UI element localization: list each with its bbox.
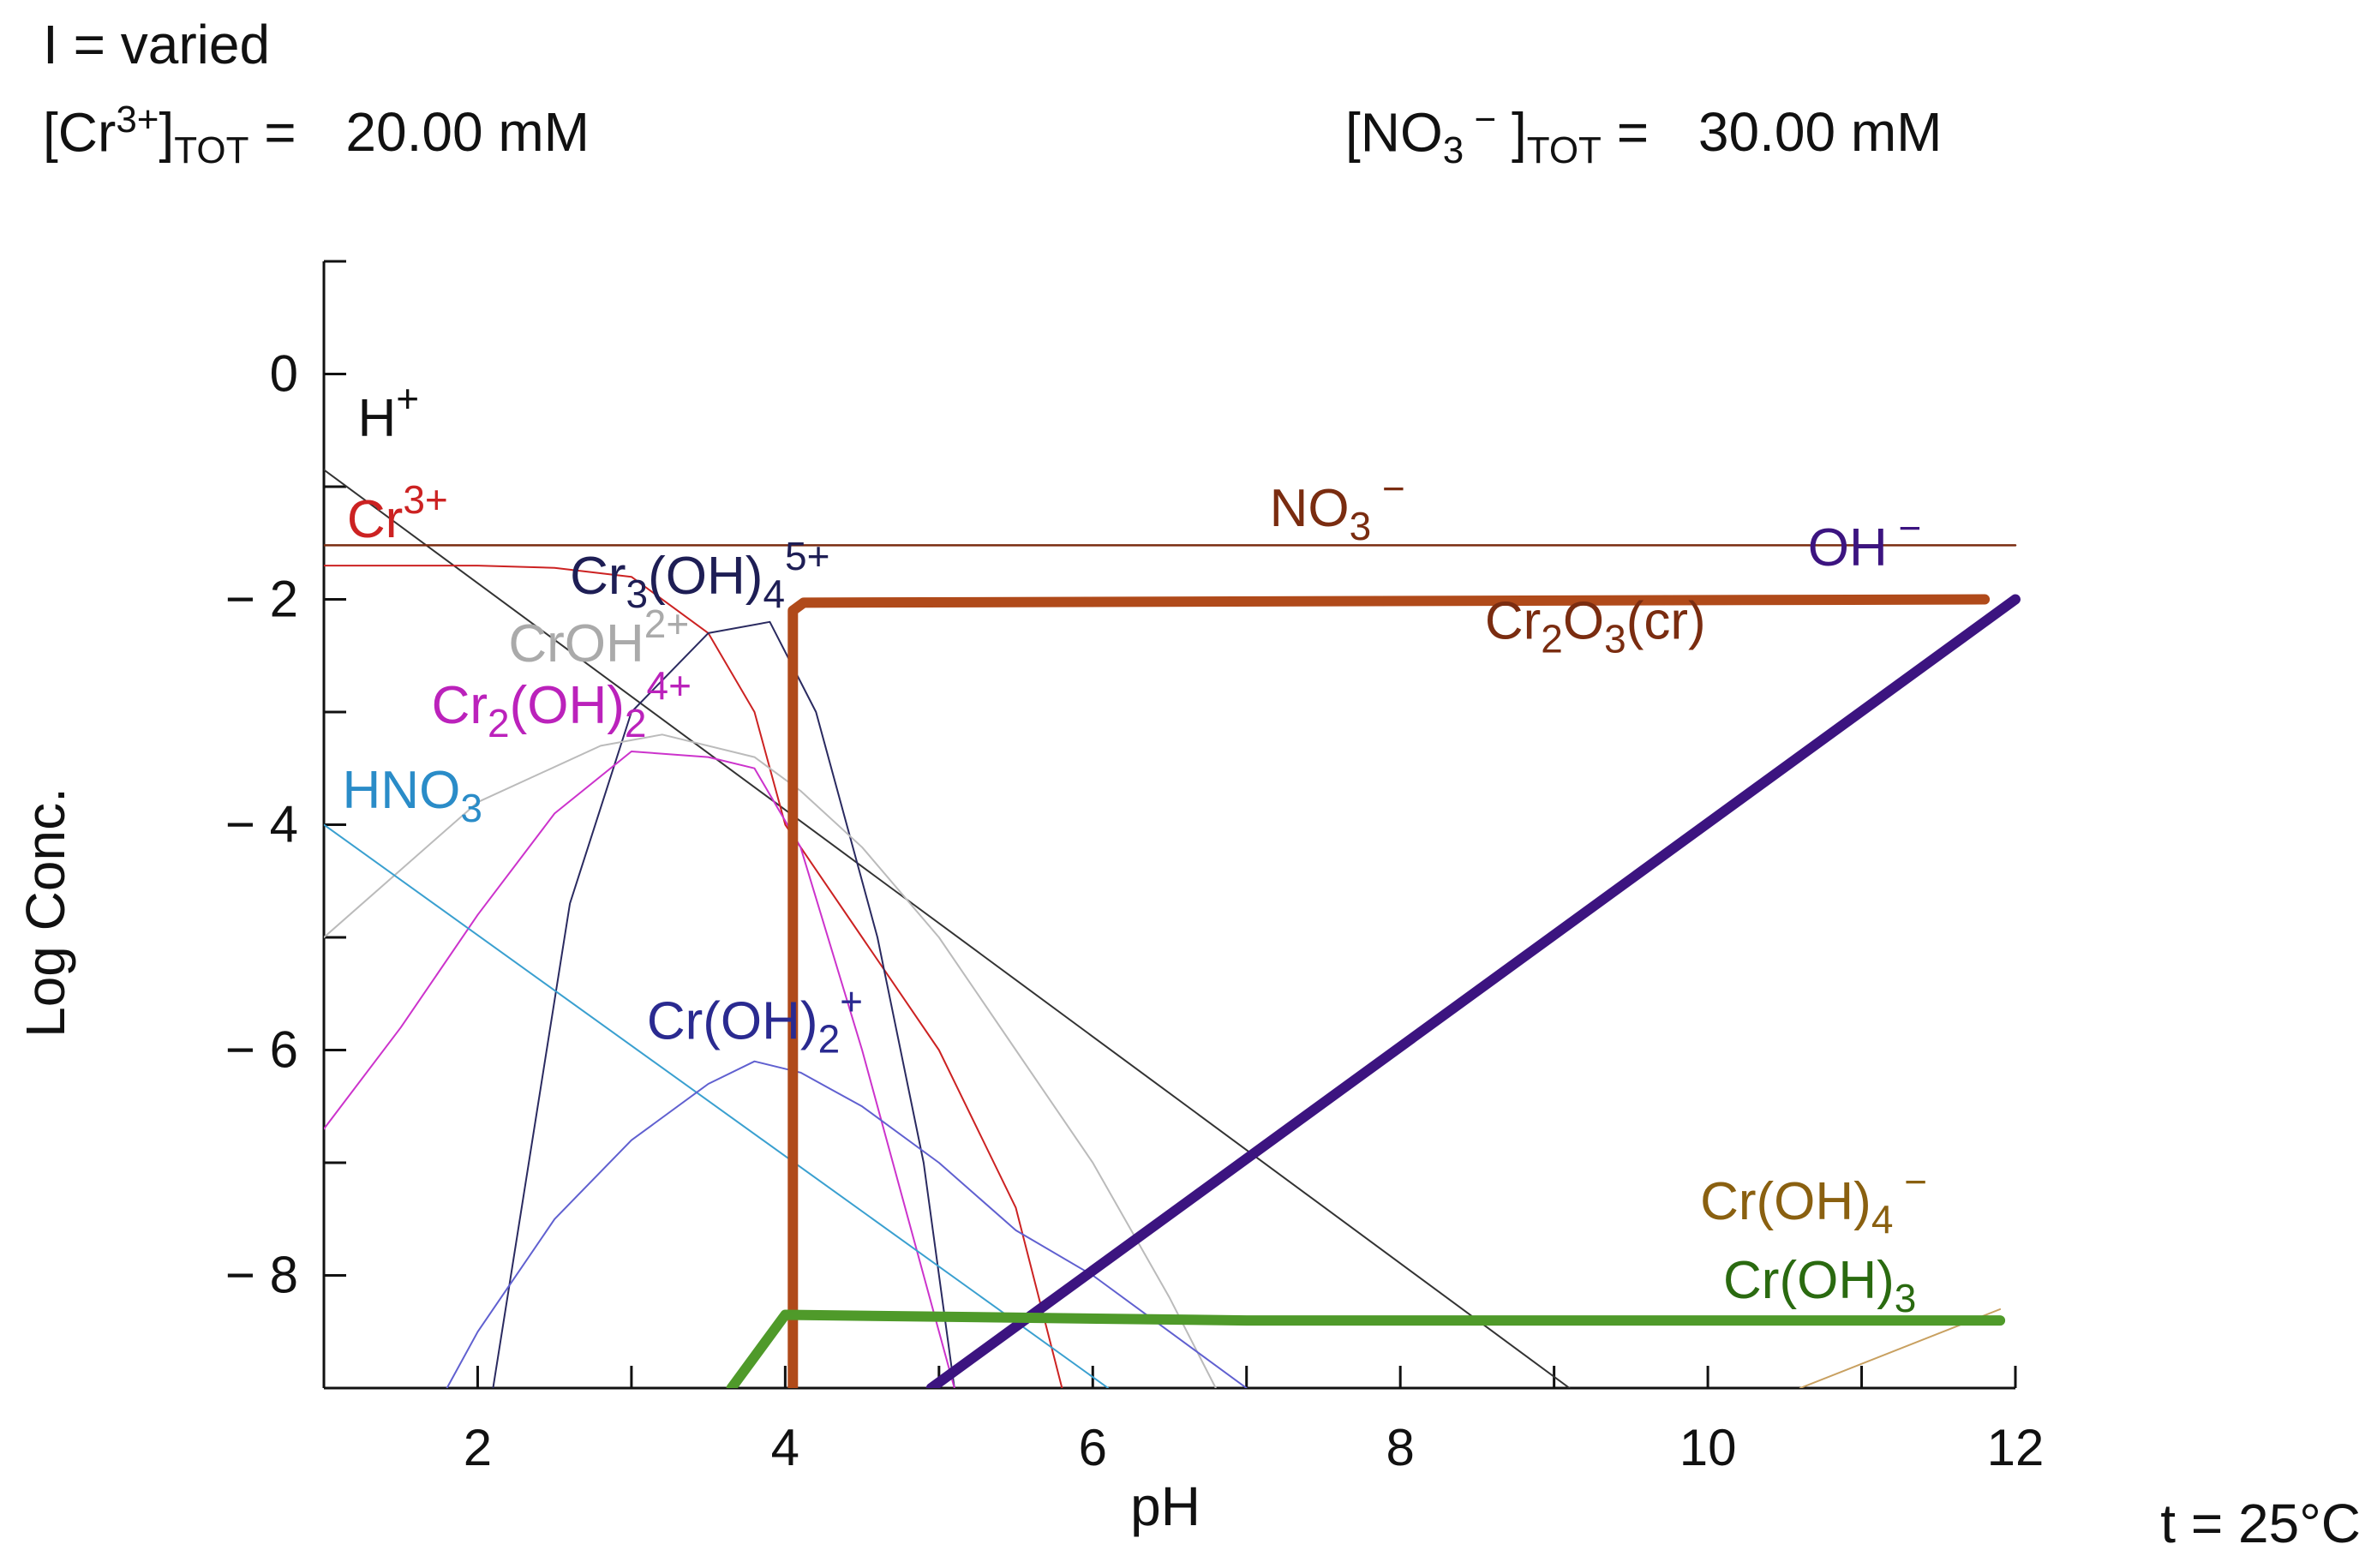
series-label-cr3-oh-4-5: Cr3(OH)45+	[570, 534, 829, 616]
x-tick-label: 6	[1079, 1419, 1107, 1476]
series-line-cr2-oh-2-4	[324, 751, 955, 1388]
temperature-label: t = 25°C	[2160, 1493, 2361, 1554]
cr-total-value: 20.00 mM	[345, 101, 590, 164]
cr-total-close: ]	[159, 101, 175, 164]
series-line-cr-oh-3	[726, 1309, 2006, 1388]
series-lines-group	[324, 469, 2021, 1388]
series-label-cr-oh-2: Cr(OH)2+	[647, 979, 863, 1061]
x-tick-label: 2	[464, 1419, 492, 1476]
no3-total-sub2: TOT	[1526, 129, 1602, 172]
series-label-hno3: HNO3	[343, 761, 482, 830]
series-label-no3: NO3 −	[1270, 466, 1405, 548]
series-line-cr3	[324, 565, 1063, 1388]
y-axis-title: Log Conc.	[15, 787, 76, 1038]
series-label-cr-oh-3: Cr(OH)3	[1723, 1251, 1916, 1320]
axes-group: 2 4 6 8 10 12 0 − 2 − 4 − 6 − 8	[225, 260, 2045, 1476]
cr-total-open: [Cr	[43, 101, 117, 164]
series-line-cr-oh-2	[446, 1060, 1248, 1388]
series-labels-group: H+ Cr3+ NO3 − Cr3(OH)45+ OH − Cr2O3(cr) CrOH2+…	[343, 376, 1928, 1320]
series-label-cr-oh-4: Cr(OH)4 −	[1700, 1159, 1927, 1242]
series-line-croh2	[324, 733, 1217, 1388]
series-label-cr2o3-cr: Cr2O3(cr)	[1485, 592, 1706, 661]
y-tick-label: − 2	[225, 571, 298, 628]
cr-total-label: [Cr3+]TOT = 20.00 mM	[43, 101, 590, 170]
cr-total-sub: TOT	[174, 129, 249, 172]
x-axis-title: pH	[1130, 1475, 1200, 1537]
x-tick-label: 8	[1386, 1419, 1414, 1476]
y-tick-label: − 8	[225, 1247, 298, 1304]
no3-total-sub1: 3	[1442, 129, 1464, 172]
series-line-cr3-oh-4-5	[492, 620, 955, 1388]
series-line-hno3	[324, 823, 1110, 1388]
no3-total-value: 30.00 mM	[1697, 101, 1943, 164]
series-label-h: H+	[357, 376, 419, 448]
x-tick-label: 4	[771, 1419, 799, 1476]
y-tick-label: − 4	[225, 796, 298, 853]
ionic-strength-label: I = varied	[43, 14, 271, 75]
y-tick-label: − 6	[225, 1021, 298, 1079]
no3-total-open: [NO	[1345, 101, 1443, 164]
series-label-cr3: Cr3+	[347, 477, 448, 549]
no3-total-label: [NO3 − ]TOT = 30.00 mM	[1345, 101, 1942, 170]
series-line-cr2o3-cr	[787, 594, 1991, 1388]
no3-total-charge: −	[1464, 99, 1497, 141]
x-tick-label: 10	[1679, 1419, 1737, 1476]
cr-total-eq: =	[264, 101, 296, 164]
no3-total-eq: =	[1616, 101, 1650, 164]
series-label-oh: OH −	[1808, 506, 1922, 578]
cr-total-charge: 3+	[116, 99, 159, 141]
series-label-croh2: CrOH2+	[508, 601, 689, 673]
x-tick-label: 12	[1987, 1419, 2045, 1476]
no3-total-close: ]	[1496, 101, 1527, 164]
y-tick-label: 0	[270, 345, 298, 403]
series-label-cr2-oh-2-4: Cr2(OH)24+	[432, 663, 692, 745]
series-line-oh	[925, 594, 2021, 1388]
series-line-h	[324, 469, 1571, 1388]
